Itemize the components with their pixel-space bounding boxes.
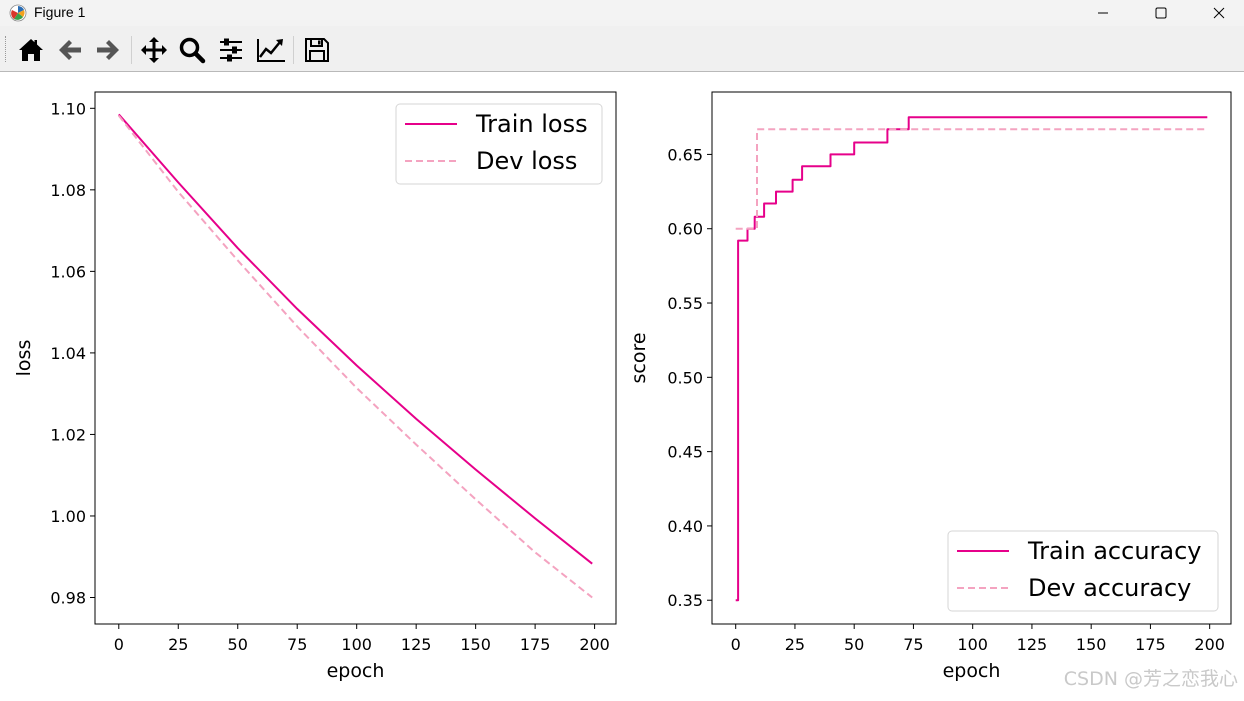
train-series-line xyxy=(118,113,593,565)
x-tick-label: 50 xyxy=(844,635,864,654)
navigation-toolbar xyxy=(0,26,1244,72)
home-icon xyxy=(19,39,43,61)
title-bar: Figure 1 xyxy=(0,0,1244,26)
x-tick-label: 125 xyxy=(401,635,432,654)
maximize-button[interactable] xyxy=(1138,0,1184,26)
y-tick-label: 1.08 xyxy=(50,181,86,200)
window-title: Figure 1 xyxy=(34,4,86,20)
y-tick-label: 0.40 xyxy=(667,517,703,536)
x-tick-label: 25 xyxy=(168,635,188,654)
axes-frame xyxy=(94,91,617,625)
x-tick-label: 175 xyxy=(1135,635,1166,654)
y-tick-label: 0.98 xyxy=(50,589,86,608)
pan-button[interactable] xyxy=(139,35,169,65)
legend-label: Train loss xyxy=(475,110,588,138)
dev-series-line xyxy=(118,114,593,599)
toolbar-separator xyxy=(293,36,294,64)
forward-button[interactable] xyxy=(93,35,123,65)
legend: Train loss Dev loss xyxy=(395,103,603,185)
x-axis-label: epoch xyxy=(327,660,385,682)
y-tick-label: 0.50 xyxy=(667,368,703,387)
sliders-icon xyxy=(220,38,242,62)
matplotlib-logo-icon xyxy=(9,4,27,22)
floppy-disk-icon xyxy=(305,38,329,62)
x-tick-label: 175 xyxy=(520,635,551,654)
x-tick-label: 75 xyxy=(287,635,307,654)
y-tick-label: 0.55 xyxy=(667,294,703,313)
y-tick-label: 1.04 xyxy=(50,344,86,363)
chart-panel-2: 0 25 50 75 100 125 150 175 200 0.35 0.40 0.45 0.50 0.… xyxy=(628,91,1232,682)
y-tick-label: 1.02 xyxy=(50,425,86,444)
y-axis-label: loss xyxy=(13,340,35,377)
figure-canvas[interactable]: 0 25 50 75 100 125 150 175 200 0.98 1.00 1.02 1.04 1.… xyxy=(0,72,1244,697)
y-tick-label: 0.65 xyxy=(667,145,703,164)
toolbar-separator xyxy=(131,36,132,64)
x-tick-label: 75 xyxy=(903,635,923,654)
x-tick-label: 150 xyxy=(1076,635,1107,654)
x-tick-label: 25 xyxy=(785,635,805,654)
x-tick-label: 200 xyxy=(579,635,610,654)
y-tick-label: 1.00 xyxy=(50,507,86,526)
x-axis-label: epoch xyxy=(943,660,1001,682)
legend-label: Dev accuracy xyxy=(1028,574,1191,602)
y-tick-label: 1.10 xyxy=(50,99,86,118)
figure-svg: 0 25 50 75 100 125 150 175 200 0.98 1.00 1.02 1.04 1.… xyxy=(13,91,1232,682)
x-tick-label: 125 xyxy=(1017,635,1048,654)
x-tick-label: 100 xyxy=(957,635,988,654)
legend-box xyxy=(947,530,1219,612)
y-tick-label: 0.60 xyxy=(667,220,703,239)
minimize-button[interactable] xyxy=(1080,0,1126,26)
close-button[interactable] xyxy=(1196,0,1242,26)
y-tick-label: 0.45 xyxy=(667,443,703,462)
legend-label: Dev loss xyxy=(476,147,577,175)
maximize-icon xyxy=(1155,7,1167,19)
back-button[interactable] xyxy=(55,35,85,65)
x-tick-label: 0 xyxy=(114,635,124,654)
axes-frame xyxy=(711,91,1232,625)
arrow-right-icon xyxy=(97,40,119,60)
y-axis-label: score xyxy=(628,332,650,383)
save-button[interactable] xyxy=(302,35,332,65)
x-tick-label: 200 xyxy=(1194,635,1225,654)
minimize-icon xyxy=(1098,12,1108,14)
arrow-left-icon xyxy=(59,40,81,60)
y-tick-label: 1.06 xyxy=(50,262,86,281)
x-tick-label: 0 xyxy=(731,635,741,654)
x-tick-label: 50 xyxy=(228,635,248,654)
x-tick-label: 150 xyxy=(460,635,491,654)
edit-axis-button[interactable] xyxy=(255,35,285,65)
chart-panel-1: 0 25 50 75 100 125 150 175 200 0.98 1.00 1.02 1.04 1.… xyxy=(13,91,617,682)
magnifier-icon xyxy=(179,37,206,64)
zoom-button[interactable] xyxy=(177,35,207,65)
train-series-line xyxy=(735,116,1208,602)
move-icon xyxy=(141,37,167,63)
legend: Train accuracy Dev accuracy xyxy=(947,530,1219,612)
toolbar-grip xyxy=(5,36,8,62)
dev-series-line xyxy=(735,128,1208,230)
y-tick-label: 0.35 xyxy=(667,591,703,610)
watermark-text: CSDN @芳之恋我心 xyxy=(1063,668,1238,690)
x-tick-label: 100 xyxy=(341,635,372,654)
line-chart-icon xyxy=(257,39,285,62)
home-button[interactable] xyxy=(16,35,46,65)
subplots-button[interactable] xyxy=(216,35,246,65)
legend-label: Train accuracy xyxy=(1027,537,1202,565)
close-icon xyxy=(1213,7,1225,19)
